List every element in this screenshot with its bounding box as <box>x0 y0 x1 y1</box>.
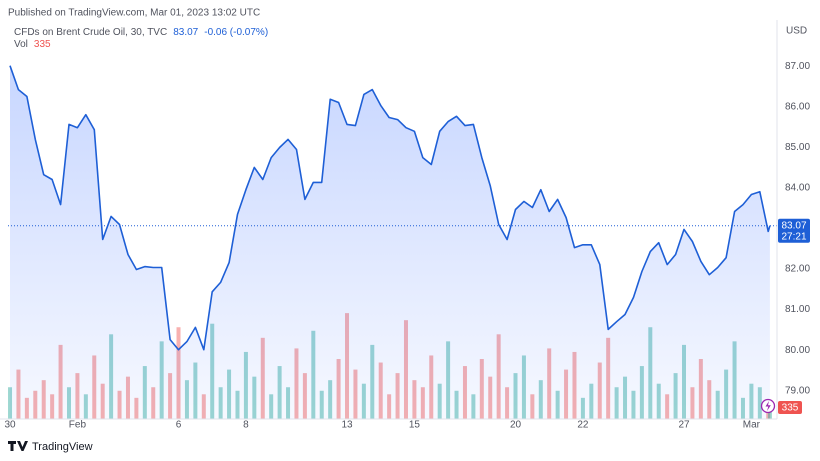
x-tick-label: 6 <box>176 420 182 431</box>
x-tick-label: 20 <box>510 420 522 431</box>
x-tick-label: 8 <box>243 420 249 431</box>
published-note: Published on TradingView.com, Mar 01, 20… <box>8 8 260 19</box>
legend-price: 83.07 <box>173 27 198 38</box>
currency: USD <box>786 26 807 37</box>
x-tick-label: 27 <box>678 420 690 431</box>
brand: TradingView <box>32 441 93 453</box>
volume-tag-value: 335 <box>782 403 799 414</box>
x-tick-label: 30 <box>4 420 16 431</box>
x-tick-label: 15 <box>409 420 421 431</box>
x-tick-label: 22 <box>577 420 589 431</box>
y-tick-label: 80.00 <box>785 345 810 356</box>
volume-last: 335 <box>34 39 51 50</box>
area-fill <box>10 65 770 419</box>
footer-logo: TradingView <box>8 441 93 453</box>
logo-mark <box>8 441 28 451</box>
legend-line: CFDs on Brent Crude Oil, 30, TVC 83.07 -0.… <box>14 27 268 38</box>
y-tick-label: 86.00 <box>785 102 810 113</box>
symbol-title: CFDs on Brent Crude Oil, 30, TVC <box>14 27 167 38</box>
volume-tag <box>778 401 802 414</box>
plot-area <box>8 65 777 419</box>
y-tick-label: 81.00 <box>785 304 810 315</box>
legend-change: -0.06 (-0.07%) <box>204 27 268 38</box>
price-line <box>9 65 771 351</box>
price-tag <box>778 218 810 243</box>
x-tick-label: Feb <box>69 420 87 431</box>
volume-name: Vol <box>14 39 28 50</box>
y-tick-label: 79.00 <box>785 385 810 396</box>
y-tick-label: 84.00 <box>785 183 810 194</box>
volume-legend: Vol 335 <box>14 39 51 50</box>
alert-bolt <box>765 401 771 411</box>
y-tick-label: 87.00 <box>785 61 810 72</box>
volume-bar <box>767 407 772 419</box>
y-tick-label: 82.00 <box>785 264 810 275</box>
x-tick-label: 13 <box>341 420 353 431</box>
price-tag-value: 83.07 <box>781 220 806 231</box>
y-tick-label: 85.00 <box>785 142 810 153</box>
price-tag-countdown: 27:21 <box>781 231 806 242</box>
x-tick-label: Mar <box>743 420 761 431</box>
